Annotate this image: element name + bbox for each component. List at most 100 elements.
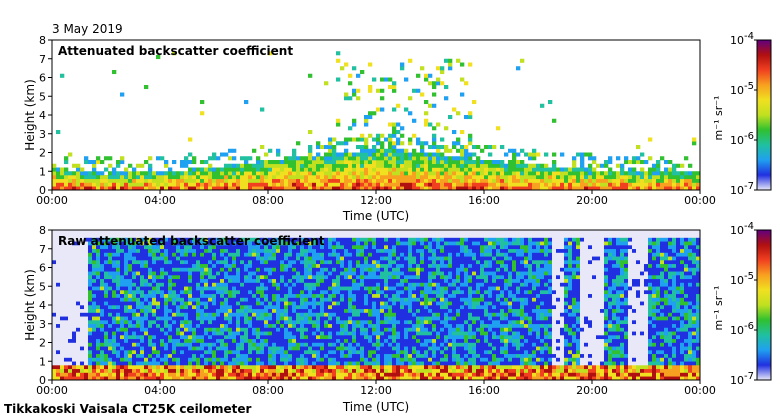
heatmap-cell [256, 260, 261, 265]
heatmap-cell [112, 323, 117, 328]
heatmap-cell [364, 376, 369, 380]
heatmap-cell [284, 260, 289, 265]
heatmap-cell [104, 361, 109, 366]
heatmap-cell [248, 346, 253, 351]
heatmap-cell [372, 338, 377, 343]
heatmap-cell [244, 241, 249, 246]
heatmap-cell [196, 368, 201, 373]
heatmap-cell [96, 156, 101, 161]
heatmap-cell [104, 248, 109, 253]
heatmap-cell [140, 365, 145, 370]
heatmap-cell [240, 365, 245, 370]
heatmap-cell [64, 338, 69, 343]
heatmap-cell [164, 320, 169, 325]
heatmap-cell [488, 182, 493, 187]
heatmap-cell [440, 66, 445, 71]
heatmap-cell [380, 353, 385, 358]
heatmap-cell [224, 320, 229, 325]
heatmap-cell [156, 260, 161, 265]
heatmap-cell [220, 297, 225, 302]
heatmap-cell [268, 342, 273, 347]
heatmap-cell [296, 372, 301, 377]
heatmap-cell [296, 316, 301, 321]
heatmap-cell [248, 350, 253, 355]
heatmap-cell [332, 267, 337, 272]
heatmap-cell [684, 178, 689, 183]
heatmap-cell [536, 186, 541, 190]
heatmap-cell [116, 230, 121, 235]
heatmap-cell [188, 160, 193, 165]
heatmap-cell [156, 237, 161, 242]
heatmap-cell [304, 357, 309, 362]
heatmap-cell [368, 361, 373, 366]
heatmap-cell [220, 171, 225, 176]
heatmap-cell [168, 241, 173, 246]
heatmap-cell [376, 260, 381, 265]
heatmap-cell [220, 152, 225, 157]
heatmap-cell [80, 331, 85, 336]
heatmap-cell [444, 58, 449, 63]
heatmap-cell [312, 286, 317, 291]
heatmap-cell [184, 293, 189, 298]
heatmap-cell [164, 357, 169, 362]
heatmap-cell [360, 338, 365, 343]
heatmap-cell [604, 160, 609, 165]
heatmap-cell [352, 233, 357, 238]
heatmap-cell [380, 278, 385, 283]
heatmap-cell [64, 230, 69, 235]
heatmap-cell [388, 286, 393, 291]
heatmap-cell [296, 252, 301, 257]
heatmap-cell [132, 346, 137, 351]
heatmap-cell [372, 271, 377, 276]
heatmap-cell [152, 178, 157, 183]
heatmap-cell [228, 248, 233, 253]
heatmap-cell [624, 156, 629, 161]
heatmap-cell [316, 331, 321, 336]
heatmap-cell [332, 316, 337, 321]
heatmap-cell [320, 286, 325, 291]
heatmap-cell [340, 327, 345, 332]
heatmap-cell [464, 81, 469, 86]
heatmap-cell [140, 290, 145, 295]
heatmap-cell [584, 186, 589, 190]
heatmap-cell [96, 290, 101, 295]
heatmap-cell [680, 171, 685, 176]
heatmap-cell [492, 186, 497, 190]
heatmap-cell [124, 342, 129, 347]
heatmap-cell [280, 290, 285, 295]
heatmap-cell [384, 376, 389, 380]
heatmap-cell [76, 293, 81, 298]
heatmap-cell [144, 308, 149, 313]
heatmap-cell [80, 278, 85, 283]
heatmap-cell [124, 252, 129, 257]
heatmap-cell [92, 293, 97, 298]
heatmap-cell [304, 335, 309, 340]
heatmap-cell [468, 133, 473, 138]
heatmap-cell [172, 241, 177, 246]
heatmap-cell [152, 182, 157, 187]
heatmap-cell [336, 286, 341, 291]
heatmap-cell [436, 156, 441, 161]
heatmap-cell [268, 233, 273, 238]
heatmap-cell [348, 252, 353, 257]
heatmap-cell [128, 372, 133, 377]
heatmap-cell [232, 178, 237, 183]
heatmap-cell [428, 178, 433, 183]
heatmap-cell [212, 248, 217, 253]
heatmap-cell [352, 293, 357, 298]
heatmap-cell [324, 156, 329, 161]
heatmap-cell [116, 365, 121, 370]
heatmap-cell [412, 118, 417, 123]
heatmap-cell [372, 160, 377, 165]
heatmap-cell [76, 320, 81, 325]
heatmap-cell [456, 141, 461, 146]
heatmap-cell [224, 248, 229, 253]
heatmap-cell [416, 186, 421, 190]
heatmap-cell [120, 342, 125, 347]
heatmap-cell [384, 368, 389, 373]
heatmap-cell [368, 263, 373, 268]
heatmap-cell [268, 263, 273, 268]
heatmap-cell [184, 290, 189, 295]
heatmap-cell [192, 342, 197, 347]
heatmap-cell [236, 186, 241, 190]
